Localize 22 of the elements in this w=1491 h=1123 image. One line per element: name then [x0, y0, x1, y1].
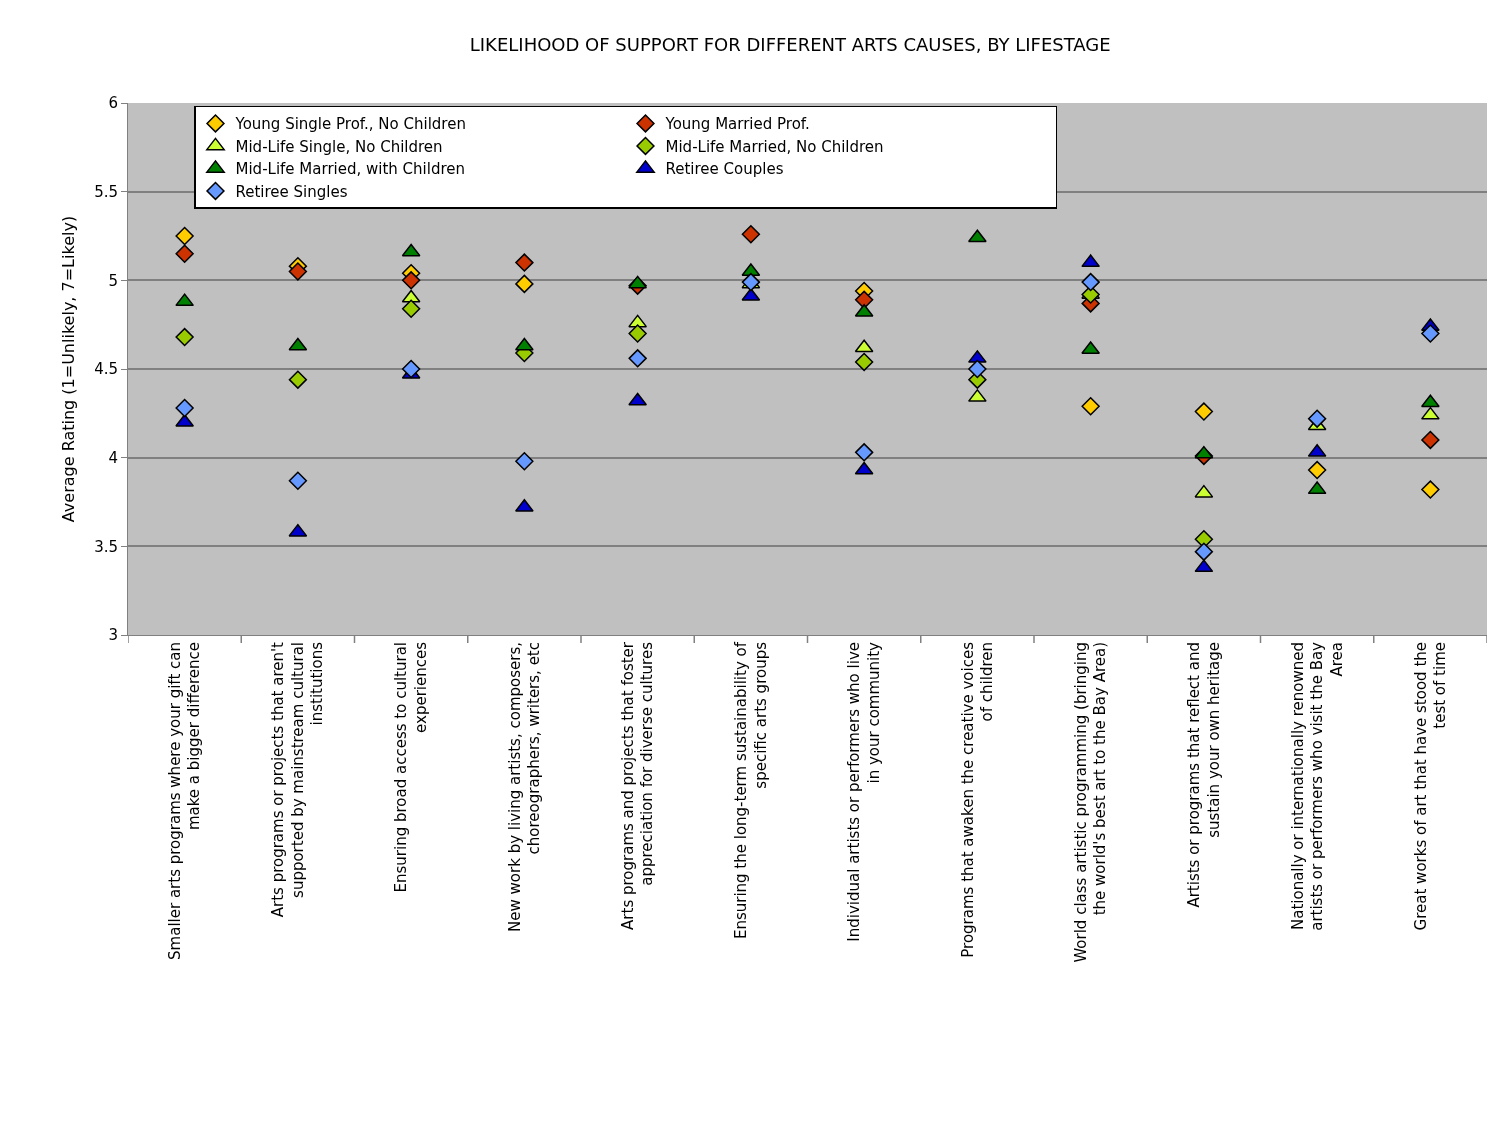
legend-label: Young Single Prof., No Children	[234, 115, 466, 134]
y-tick-label: 3.5	[94, 537, 118, 556]
x-tick-label: Arts programs or projects that aren't supported by mainstream cultural institutions	[269, 641, 327, 918]
y-tick-label: 5.5	[94, 182, 118, 201]
legend-label: Retiree Singles	[235, 182, 348, 201]
y-tick-label: 4	[108, 448, 118, 467]
legend-label: Mid-Life Single, No Children	[235, 137, 443, 156]
legend-label: Young Married Prof.	[664, 115, 810, 134]
x-tick-label: Smaller arts programs where your gift can make a bigger difference	[165, 642, 204, 960]
y-axis-title: Average Rating (1=Unlikely, 7=Likely)	[59, 215, 79, 523]
x-tick-label: Nationally or internationally renowned artists or performers who visit the Bay Area	[1288, 641, 1346, 931]
x-tick-label: Great works of art that have stood the test of time	[1411, 642, 1450, 931]
x-tick-label: World class artistic programming (bringing the world's best art to the Bay Area)	[1071, 642, 1110, 963]
y-tick-label: 4.5	[94, 360, 118, 379]
legend-label: Mid-Life Married, No Children	[665, 137, 884, 156]
legend-label: Mid-Life Married, with Children	[235, 160, 466, 179]
legend-label: Retiree Couples	[665, 160, 784, 179]
x-tick-label: Programs that awaken the creative voices of children	[958, 641, 997, 958]
y-tick-label: 5	[108, 271, 118, 290]
chart-title: LIKELIHOOD OF SUPPORT FOR DIFFERENT ARTS CAUSES, BY LIFESTAGE	[469, 34, 1111, 56]
y-tick-label: 6	[108, 94, 118, 113]
y-tick-label: 3	[108, 626, 118, 645]
